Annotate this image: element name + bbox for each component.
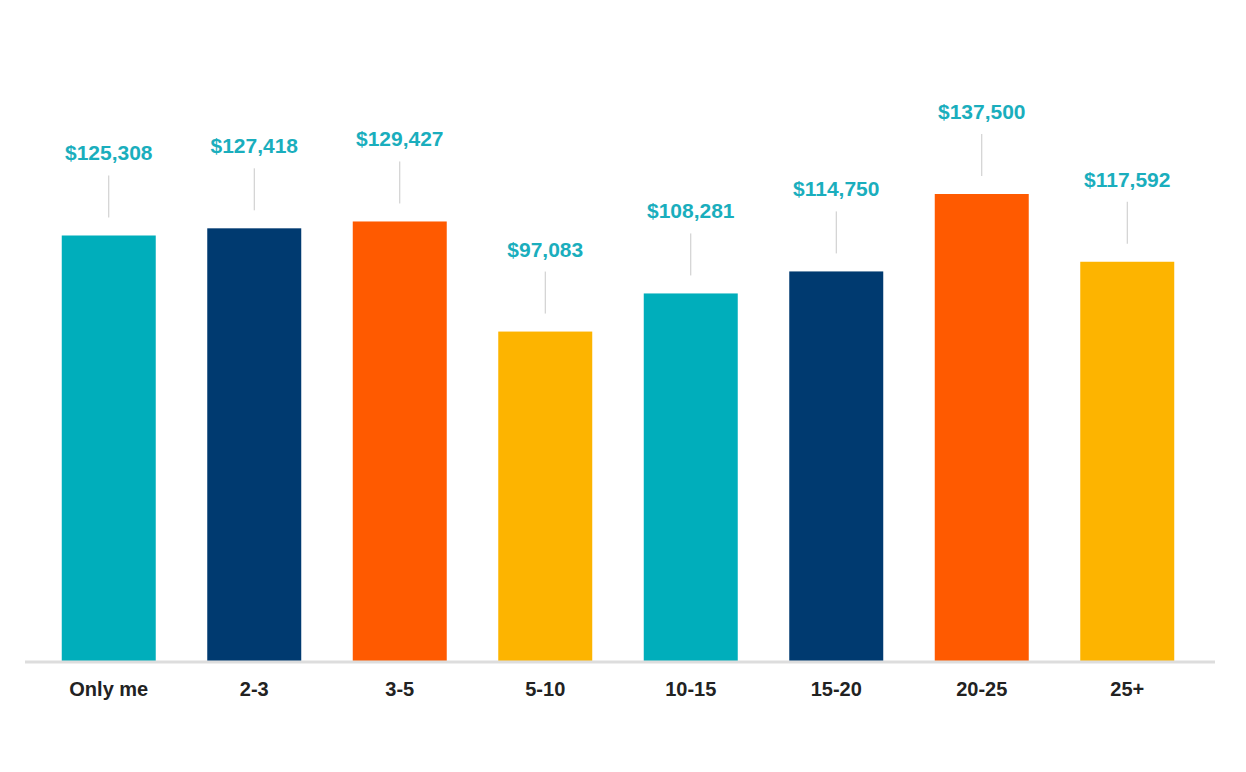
tick-label: Only me [69, 678, 148, 700]
bar [62, 235, 156, 662]
tick: 5-10 [525, 678, 565, 700]
tick-label: 10-15 [665, 678, 716, 700]
bar [789, 271, 883, 662]
tick-label: 3-5 [385, 678, 414, 700]
x-axis: Only me 2-3 3-5 5-10 10-15 15-20 20-25 25+ [25, 662, 1215, 700]
leader-line [108, 175, 109, 217]
tick-label: 20-25 [956, 678, 1007, 700]
data-label: $114,750 [793, 177, 879, 200]
data-label: $137,500 [938, 100, 1026, 123]
bar [1080, 262, 1174, 662]
tick: 20-25 [956, 678, 1007, 700]
tick: Only me [69, 678, 148, 700]
data-label: $117,592 [1084, 168, 1170, 191]
bar [935, 194, 1029, 662]
leader-line [981, 134, 982, 176]
data-label: $129,427 [356, 127, 444, 150]
tick-label: 15-20 [811, 678, 862, 700]
tick: 2-3 [240, 678, 269, 700]
leader-line [399, 161, 400, 203]
chart: Only me 2-3 3-5 5-10 10-15 15-20 20-25 25+ $125,… [0, 0, 1246, 772]
leader-line [545, 272, 546, 314]
tick-label: 25+ [1110, 678, 1144, 700]
tick: 3-5 [385, 678, 414, 700]
data-label: $127,418 [210, 134, 298, 157]
tick-label: 5-10 [525, 678, 565, 700]
bar [353, 221, 447, 662]
axis-line [25, 661, 1215, 664]
data-label: $108,281 [647, 199, 735, 222]
tick: 25+ [1110, 678, 1144, 700]
leader-line [690, 233, 691, 275]
leader-line [254, 168, 255, 210]
data-labels: $125,308 $127,418 $129,427 $97,083 $108,281 $… [65, 100, 1171, 314]
bar [644, 293, 738, 662]
bars [62, 194, 1174, 662]
bar [207, 228, 301, 662]
leader-line [836, 211, 837, 253]
tick-label: 2-3 [240, 678, 269, 700]
tick: 10-15 [665, 678, 716, 700]
data-label: $125,308 [65, 141, 153, 164]
tick: 15-20 [811, 678, 862, 700]
chart-container: Only me 2-3 3-5 5-10 10-15 15-20 20-25 25+ $125,… [0, 0, 1246, 772]
leader-line [1127, 202, 1128, 244]
bar [498, 332, 592, 662]
data-label: $97,083 [507, 238, 583, 261]
